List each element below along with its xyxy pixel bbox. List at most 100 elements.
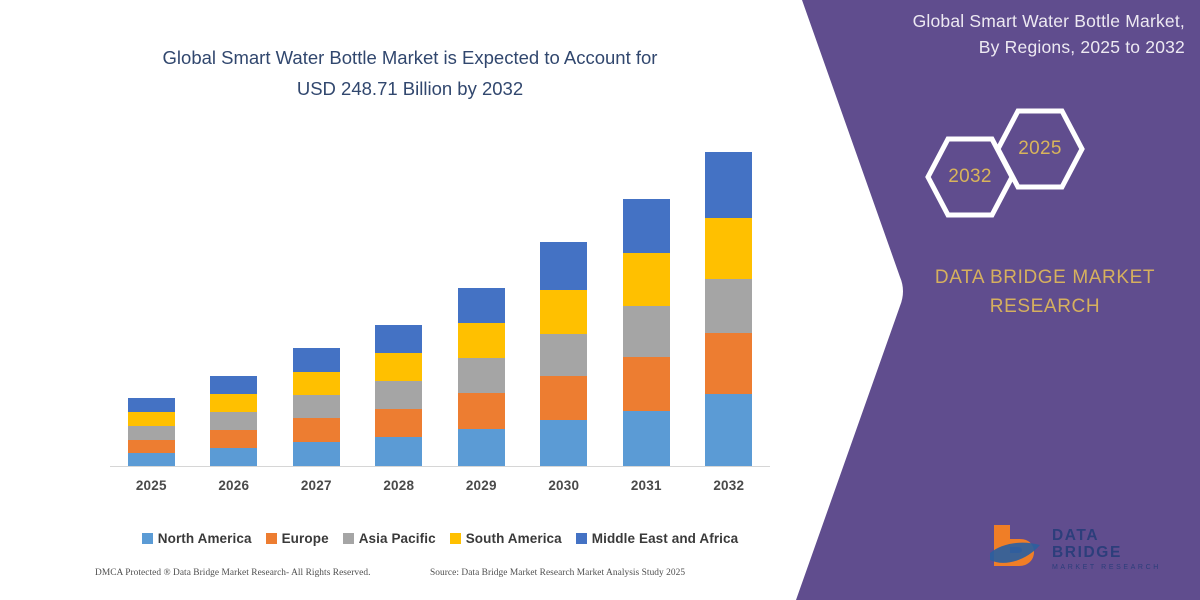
x-tick-2032: 2032 xyxy=(713,478,745,493)
bar-segment-2030-asia-pacific[interactable] xyxy=(540,334,588,376)
bar-slot-2025 xyxy=(110,130,193,466)
bar-segment-2025-south-america[interactable] xyxy=(127,412,175,426)
stacked-bar-2025[interactable] xyxy=(127,398,175,466)
bar-segment-2031-asia-pacific[interactable] xyxy=(622,306,670,357)
hexagon-group: 2032 2025 xyxy=(925,108,1105,218)
panel-title: Global Smart Water Bottle Market, By Reg… xyxy=(912,11,1185,57)
bar-segment-2032-middle-east-and-africa[interactable] xyxy=(705,152,753,218)
x-axis-line xyxy=(110,466,770,467)
x-tick-2027: 2027 xyxy=(300,478,332,493)
bar-segment-2031-middle-east-and-africa[interactable] xyxy=(622,199,670,253)
legend-swatch-icon xyxy=(342,533,354,544)
stacked-bar-2030[interactable] xyxy=(540,242,588,466)
bar-segment-2025-middle-east-and-africa[interactable] xyxy=(127,398,175,412)
legend-swatch-icon xyxy=(265,533,277,544)
stacked-bar-2026[interactable] xyxy=(210,376,258,466)
legend-label: Europe xyxy=(281,531,329,546)
footer: DMCA Protected ® Data Bridge Market Rese… xyxy=(0,568,790,590)
bar-slot-2029 xyxy=(440,130,523,466)
stacked-bar-2031[interactable] xyxy=(622,199,670,466)
bar-segment-2028-middle-east-and-africa[interactable] xyxy=(375,325,423,353)
legend-item-south-america[interactable]: South America xyxy=(449,531,562,546)
hexagon-2032-label: 2032 xyxy=(948,166,992,187)
panel-shape xyxy=(796,0,1200,600)
footer-copyright: DMCA Protected ® Data Bridge Market Rese… xyxy=(95,568,371,578)
bar-segment-2031-south-america[interactable] xyxy=(622,253,670,306)
bar-segment-2025-asia-pacific[interactable] xyxy=(127,426,175,440)
bar-segment-2027-south-america[interactable] xyxy=(292,372,340,395)
hexagon-2025-label: 2025 xyxy=(1018,138,1062,159)
data-bridge-logo: DATA BRIDGE MARKET RESEARCH xyxy=(988,521,1168,571)
bar-segment-2027-europe[interactable] xyxy=(292,418,340,442)
chart-legend: North America Europe Asia Pacific South Ame… xyxy=(110,531,770,546)
bar-segment-2026-middle-east-and-africa[interactable] xyxy=(210,376,258,394)
legend-item-asia-pacific[interactable]: Asia Pacific xyxy=(342,531,436,546)
bar-segment-2029-asia-pacific[interactable] xyxy=(457,358,505,393)
logo-mark-icon xyxy=(988,523,1050,569)
bar-slot-2031 xyxy=(605,130,688,466)
bar-segment-2026-asia-pacific[interactable] xyxy=(210,412,258,430)
x-tick-2026: 2026 xyxy=(218,478,250,493)
bar-segment-2029-south-america[interactable] xyxy=(457,323,505,358)
bar-segment-2027-north-america[interactable] xyxy=(292,442,340,466)
legend-swatch-icon xyxy=(449,533,461,544)
legend-label: Middle East and Africa xyxy=(591,531,739,546)
footer-source: Source: Data Bridge Market Research Mark… xyxy=(430,568,686,578)
bar-segment-2025-north-america[interactable] xyxy=(127,453,175,466)
legend-swatch-icon xyxy=(575,533,587,544)
bar-segment-2029-europe[interactable] xyxy=(457,393,505,429)
bar-segment-2032-north-america[interactable] xyxy=(705,394,753,466)
bar-slot-2027 xyxy=(275,130,358,466)
bar-segment-2025-europe[interactable] xyxy=(127,440,175,453)
logo-text-line1: DATA BRIDGE xyxy=(1052,527,1122,561)
legend-label: Asia Pacific xyxy=(358,531,436,546)
stacked-bar-2029[interactable] xyxy=(457,288,505,466)
x-tick-2028: 2028 xyxy=(383,478,415,493)
hexagon-2032: 2032 xyxy=(925,136,1015,218)
x-tick-2029: 2029 xyxy=(465,478,497,493)
legend-item-middle-east-and-africa[interactable]: Middle East and Africa xyxy=(575,531,739,546)
x-axis-tick-labels: 2025 2026 2027 2028 2029 2030 2031 2032 xyxy=(110,478,770,493)
bar-segment-2027-middle-east-and-africa[interactable] xyxy=(292,348,340,372)
right-purple-panel xyxy=(770,0,1200,600)
legend-label: South America xyxy=(465,531,562,546)
bar-segment-2028-south-america[interactable] xyxy=(375,353,423,381)
legend-swatch-icon xyxy=(141,533,153,544)
bar-segment-2026-south-america[interactable] xyxy=(210,394,258,412)
bar-segment-2032-south-america[interactable] xyxy=(705,218,753,279)
x-tick-2031: 2031 xyxy=(630,478,662,493)
logo-text: DATA BRIDGE MARKET RESEARCH xyxy=(1052,527,1170,574)
x-tick-2030: 2030 xyxy=(548,478,580,493)
bar-chart-plot xyxy=(110,130,770,466)
bar-segment-2029-middle-east-and-africa[interactable] xyxy=(457,288,505,323)
bar-segment-2030-north-america[interactable] xyxy=(540,420,588,466)
stacked-bar-2027[interactable] xyxy=(292,348,340,466)
bar-segment-2032-europe[interactable] xyxy=(705,333,753,394)
bar-segment-2032-asia-pacific[interactable] xyxy=(705,279,753,333)
bar-segment-2028-europe[interactable] xyxy=(375,409,423,437)
bar-segment-2028-asia-pacific[interactable] xyxy=(375,381,423,409)
hexagon-2025: 2025 xyxy=(995,108,1085,190)
legend-item-europe[interactable]: Europe xyxy=(265,531,329,546)
page-title: Global Smart Water Bottle Market is Expe… xyxy=(162,47,658,99)
bar-segment-2026-europe[interactable] xyxy=(210,430,258,448)
legend-item-north-america[interactable]: North America xyxy=(141,531,252,546)
bar-segment-2031-north-america[interactable] xyxy=(622,411,670,466)
bar-segment-2029-north-america[interactable] xyxy=(457,429,505,466)
bar-slot-2026 xyxy=(193,130,276,466)
bar-segment-2031-europe[interactable] xyxy=(622,357,670,411)
bar-segment-2030-south-america[interactable] xyxy=(540,290,588,334)
stacked-bar-2032[interactable] xyxy=(705,152,753,466)
bar-slot-2032 xyxy=(688,130,771,466)
bar-segment-2030-middle-east-and-africa[interactable] xyxy=(540,242,588,290)
bar-slot-2028 xyxy=(358,130,441,466)
bar-slot-2030 xyxy=(523,130,606,466)
x-tick-2025: 2025 xyxy=(135,478,167,493)
stacked-bar-2028[interactable] xyxy=(375,325,423,466)
bar-segment-2028-north-america[interactable] xyxy=(375,437,423,466)
legend-label: North America xyxy=(157,531,252,546)
bar-segment-2027-asia-pacific[interactable] xyxy=(292,395,340,418)
bar-segment-2026-north-america[interactable] xyxy=(210,448,258,466)
bar-segment-2030-europe[interactable] xyxy=(540,376,588,420)
